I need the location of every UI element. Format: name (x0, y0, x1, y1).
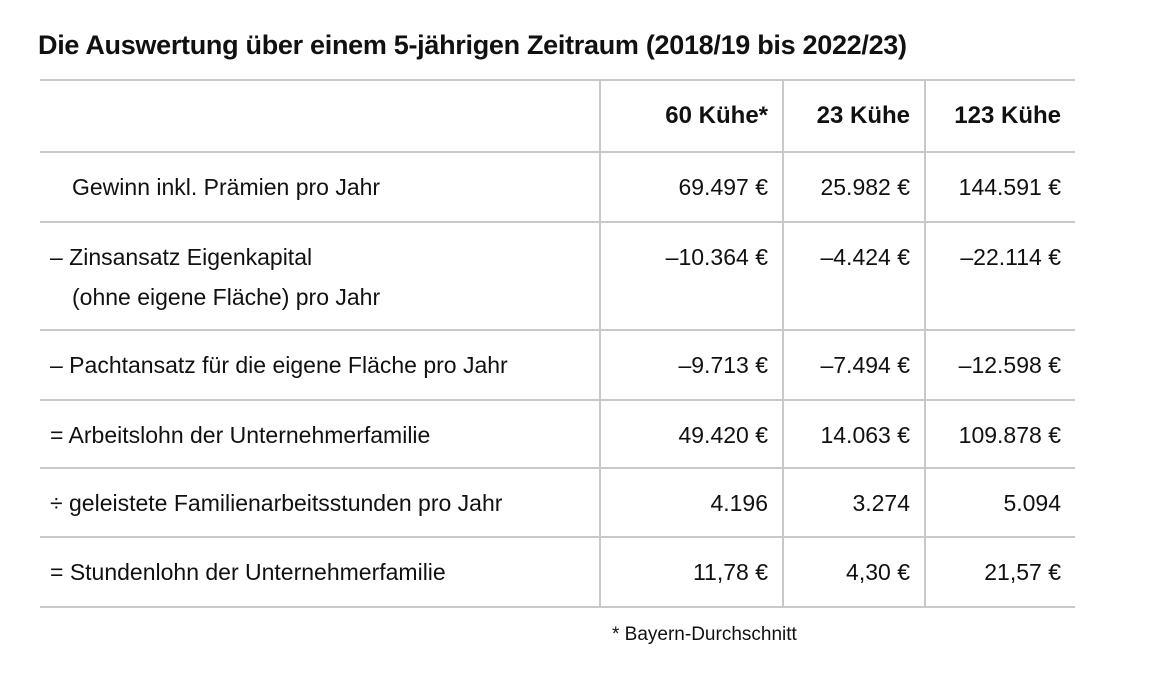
cell: –22.114 € (924, 221, 1075, 331)
cell: 3.274 (782, 467, 925, 538)
data-table: 60 Kühe* 23 Kühe 123 Kühe Gewinn inkl. P… (40, 79, 1075, 608)
cell: 144.591 € (924, 151, 1075, 223)
cell: 4,30 € (782, 536, 925, 608)
table-row: = Arbeitslohn der Unternehmerfamilie 49.… (40, 399, 1075, 469)
header-123-kuehe: 123 Kühe (924, 79, 1075, 153)
cell: 69.497 € (599, 151, 783, 223)
cell: 25.982 € (782, 151, 925, 223)
cell: –4.424 € (782, 221, 925, 331)
cell: –9.713 € (599, 329, 783, 401)
cell: 109.878 € (924, 399, 1075, 469)
cell: –7.494 € (782, 329, 925, 401)
cell: 4.196 (599, 467, 783, 538)
row-label: – Pachtansatz für die eigene Fläche pro … (40, 329, 600, 401)
row-label: ÷ geleistete Familienarbeitsstunden pro … (40, 467, 600, 538)
cell: 21,57 € (924, 536, 1075, 608)
cell: 49.420 € (599, 399, 783, 469)
cell: –12.598 € (924, 329, 1075, 401)
row-label: Gewinn inkl. Prämien pro Jahr (40, 151, 600, 223)
table-header-row: 60 Kühe* 23 Kühe 123 Kühe (40, 79, 1075, 153)
table-title: Die Auswertung über einem 5-jährigen Zei… (38, 30, 907, 60)
table-row: = Stundenlohn der Unternehmerfamilie 11,… (40, 536, 1075, 608)
footnote: * Bayern-Durchschnitt (612, 624, 797, 645)
cell: 11,78 € (599, 536, 783, 608)
cell: 14.063 € (782, 399, 925, 469)
header-23-kuehe: 23 Kühe (782, 79, 925, 153)
row-label: – Zinsansatz Eigenkapital (ohne eigene Fl… (40, 221, 600, 331)
table-row: – Pachtansatz für die eigene Fläche pro … (40, 329, 1075, 401)
table-row: ÷ geleistete Familienarbeitsstunden pro … (40, 467, 1075, 538)
cell: 5.094 (924, 467, 1075, 538)
row-label: = Stundenlohn der Unternehmerfamilie (40, 536, 600, 608)
table-row: – Zinsansatz Eigenkapital (ohne eigene Fl… (40, 221, 1075, 331)
row-label: = Arbeitslohn der Unternehmerfamilie (40, 399, 600, 469)
header-60-kuehe: 60 Kühe* (599, 79, 783, 153)
header-empty (40, 79, 600, 153)
table-row: Gewinn inkl. Prämien pro Jahr 69.497 € 2… (40, 151, 1075, 223)
cell: –10.364 € (599, 221, 783, 331)
